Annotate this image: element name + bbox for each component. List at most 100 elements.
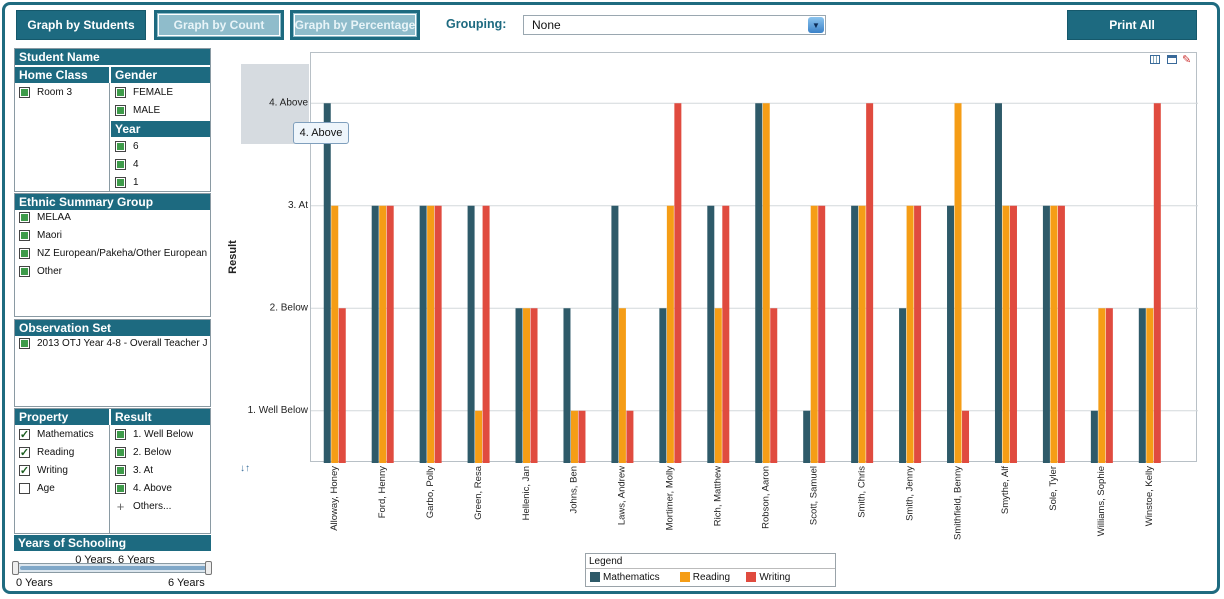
- property-item-mathematics[interactable]: Mathematics: [19, 427, 94, 442]
- checkbox[interactable]: [19, 447, 30, 458]
- bar[interactable]: [434, 205, 442, 463]
- bar[interactable]: [762, 103, 770, 463]
- edit-icon[interactable]: ✎: [1182, 54, 1192, 66]
- filter-item-other[interactable]: Other: [19, 264, 62, 279]
- bar[interactable]: [1042, 205, 1050, 463]
- graph-by-count-button[interactable]: Graph by Count: [154, 10, 284, 40]
- bar[interactable]: [954, 103, 962, 463]
- window-icon[interactable]: [1167, 55, 1177, 64]
- bar[interactable]: [618, 308, 626, 463]
- bar[interactable]: [427, 205, 435, 463]
- bar[interactable]: [994, 103, 1002, 463]
- bar[interactable]: [386, 205, 394, 463]
- bar[interactable]: [379, 205, 387, 463]
- checkbox[interactable]: [19, 429, 30, 440]
- bar[interactable]: [1057, 205, 1065, 463]
- bar[interactable]: [962, 410, 970, 463]
- bar[interactable]: [578, 410, 586, 463]
- result-item-well-below[interactable]: 1. Well Below: [115, 427, 193, 442]
- checkbox[interactable]: [115, 429, 126, 440]
- chevron-down-icon[interactable]: ▼: [808, 17, 824, 33]
- bar[interactable]: [818, 205, 826, 463]
- bar[interactable]: [947, 205, 955, 463]
- bar[interactable]: [866, 103, 874, 463]
- checkbox[interactable]: [115, 159, 126, 170]
- bar[interactable]: [674, 103, 682, 463]
- filter-item-room-3[interactable]: Room 3: [19, 85, 72, 100]
- bar[interactable]: [475, 410, 483, 463]
- bar[interactable]: [770, 308, 778, 463]
- bar[interactable]: [851, 205, 859, 463]
- bar[interactable]: [323, 103, 331, 463]
- bar[interactable]: [899, 308, 907, 463]
- print-all-button[interactable]: Print All: [1067, 10, 1197, 40]
- bar[interactable]: [467, 205, 475, 463]
- checkbox[interactable]: [115, 483, 126, 494]
- filter-item-nz-european[interactable]: NZ European/Pakeha/Other European: [19, 246, 209, 261]
- bar[interactable]: [611, 205, 619, 463]
- checkbox[interactable]: [19, 212, 30, 223]
- years-slider-min-handle[interactable]: [12, 561, 19, 575]
- bar[interactable]: [1146, 308, 1154, 463]
- years-slider-max-handle[interactable]: [205, 561, 212, 575]
- filter-item-male[interactable]: MALE: [115, 103, 160, 118]
- checkbox[interactable]: [19, 266, 30, 277]
- bar[interactable]: [530, 308, 538, 463]
- checkbox[interactable]: [19, 248, 30, 259]
- checkbox[interactable]: [115, 465, 126, 476]
- filter-item-melaa[interactable]: MELAA: [19, 210, 71, 225]
- table-icon[interactable]: [1150, 55, 1160, 64]
- filter-item-year-4[interactable]: 4: [115, 157, 139, 172]
- bar[interactable]: [914, 205, 922, 463]
- checkbox[interactable]: [19, 465, 30, 476]
- bar[interactable]: [1105, 308, 1113, 463]
- result-item-at[interactable]: 3. At: [115, 463, 153, 478]
- bar[interactable]: [515, 308, 523, 463]
- graph-by-percentage-button[interactable]: Graph by Percentage: [290, 10, 420, 40]
- bar[interactable]: [626, 410, 634, 463]
- checkbox[interactable]: [19, 338, 30, 349]
- bar[interactable]: [659, 308, 667, 463]
- bar[interactable]: [570, 410, 578, 463]
- filter-item-year-1[interactable]: 1: [115, 175, 139, 190]
- bar[interactable]: [666, 205, 674, 463]
- bar[interactable]: [707, 205, 715, 463]
- bar[interactable]: [482, 205, 490, 463]
- bar[interactable]: [338, 308, 346, 463]
- filter-item-year-6[interactable]: 6: [115, 139, 139, 154]
- property-item-reading[interactable]: Reading: [19, 445, 74, 460]
- bar[interactable]: [371, 205, 379, 463]
- bar[interactable]: [714, 308, 722, 463]
- bar[interactable]: [1002, 205, 1010, 463]
- bar[interactable]: [803, 410, 811, 463]
- bar[interactable]: [523, 308, 531, 463]
- result-item-above[interactable]: 4. Above: [115, 481, 172, 496]
- bar[interactable]: [755, 103, 763, 463]
- result-others-link[interactable]: + Others...: [115, 499, 172, 514]
- bar[interactable]: [1138, 308, 1146, 463]
- property-item-age[interactable]: Age: [19, 481, 55, 496]
- filter-item-female[interactable]: FEMALE: [115, 85, 173, 100]
- grouping-select[interactable]: None ▼: [523, 15, 826, 35]
- checkbox[interactable]: [19, 230, 30, 241]
- filter-item-maori[interactable]: Maori: [19, 228, 62, 243]
- bar[interactable]: [1098, 308, 1106, 463]
- bar[interactable]: [1090, 410, 1098, 463]
- bar[interactable]: [1050, 205, 1058, 463]
- bar[interactable]: [906, 205, 914, 463]
- filter-item-observation[interactable]: 2013 OTJ Year 4-8 - Overall Teacher J: [19, 336, 209, 351]
- bar[interactable]: [1153, 103, 1161, 463]
- property-item-writing[interactable]: Writing: [19, 463, 68, 478]
- sort-icon[interactable]: ↓↑: [240, 463, 250, 474]
- checkbox[interactable]: [19, 483, 30, 494]
- bar[interactable]: [419, 205, 427, 463]
- bar[interactable]: [563, 308, 571, 463]
- checkbox[interactable]: [115, 87, 126, 98]
- checkbox[interactable]: [19, 87, 30, 98]
- years-slider[interactable]: [12, 561, 212, 575]
- bar[interactable]: [331, 205, 339, 463]
- checkbox[interactable]: [115, 141, 126, 152]
- checkbox[interactable]: [115, 447, 126, 458]
- chart-area[interactable]: [310, 52, 1198, 463]
- result-item-below[interactable]: 2. Below: [115, 445, 171, 460]
